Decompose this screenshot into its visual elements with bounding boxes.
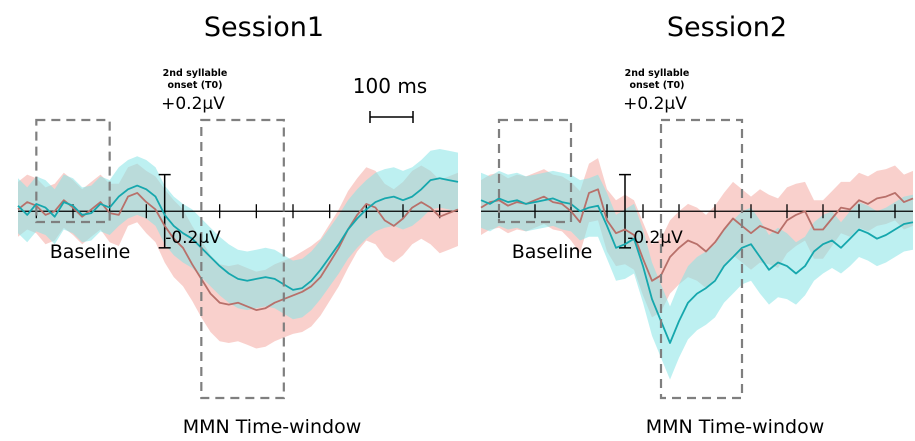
session2-baseline-label: Baseline — [512, 241, 593, 263]
session1-baseline-box — [35, 118, 111, 224]
session1-onset-label-line1: 2nd syllable — [163, 68, 228, 79]
session2-series-2-band — [481, 170, 913, 380]
session2-plot-area — [480, 118, 914, 400]
session1-y-tick-top: +0.2μV — [161, 94, 225, 114]
session2-title: Session2 — [667, 12, 787, 43]
session1-plot-area — [17, 118, 459, 400]
session2-y-tick-bottom: -0.2μV — [627, 228, 683, 248]
session1-panel: Session1 2nd syllable onset (T0) +0.2μV … — [17, 12, 459, 438]
session2-onset-label-line1: 2nd syllable — [625, 68, 690, 79]
session1-y-tick-bottom: -0.2μV — [165, 228, 221, 248]
session2-mmn-window-box — [659, 118, 744, 400]
session1-series-1-line — [17, 191, 459, 312]
session2-y-tick-top: +0.2μV — [623, 94, 687, 114]
session2-series-2-line — [480, 197, 914, 344]
session2-panel: Session2 2nd syllable onset (T0) +0.2μV … — [480, 12, 914, 438]
scale-bar-label: 100 ms — [353, 74, 427, 98]
session1-series-2-line — [17, 177, 459, 291]
session1-baseline-label: Baseline — [50, 241, 131, 263]
session2-onset-label-line2: onset (T0) — [629, 80, 684, 91]
session2-window-label: MMN Time-window — [646, 416, 824, 438]
session2-baseline-box — [497, 118, 573, 224]
session1-series-2-band — [18, 149, 458, 320]
session1-onset-label-line2: onset (T0) — [167, 80, 222, 91]
session1-window-label: MMN Time-window — [183, 416, 361, 438]
session1-title: Session1 — [204, 12, 324, 43]
session2-series-1-line — [480, 188, 914, 282]
